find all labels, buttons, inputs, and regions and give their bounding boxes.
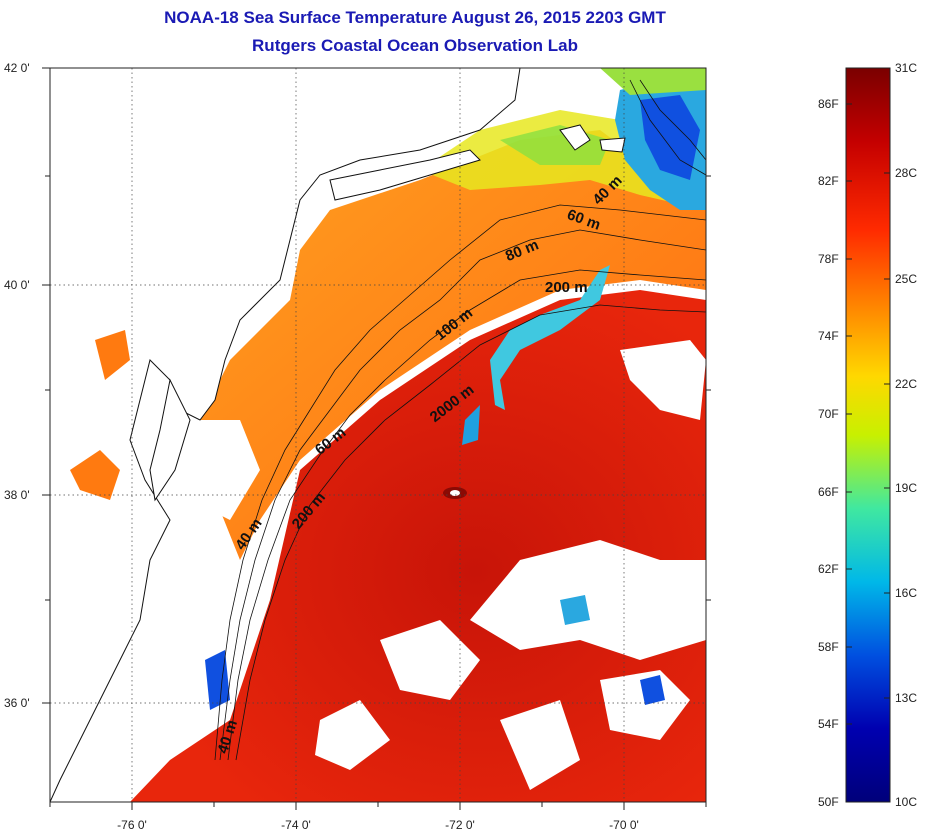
colorbar-label-f: 78F [818, 252, 839, 266]
colorbar-label-c: 22C [895, 377, 918, 391]
colorbar-label-c: 10C [895, 795, 918, 809]
x-tick-label: -70 0' [609, 818, 639, 832]
y-tick-label: 36 0' [4, 696, 30, 710]
colorbar-label-c: 13C [895, 691, 918, 705]
colorbar-label-c: 25C [895, 272, 918, 286]
y-tick-label: 42 0' [4, 61, 30, 75]
colorbar-label-c: 19C [895, 481, 918, 495]
sst-field [50, 68, 706, 802]
colorbar-ticks [846, 103, 890, 725]
colorbar-label-f: 54F [818, 717, 839, 731]
map-grid [50, 68, 706, 802]
colorbar-label-c: 16C [895, 586, 918, 600]
x-tick-label: -74 0' [281, 818, 311, 832]
colorbar-label-f: 50F [818, 795, 839, 809]
x-tick-label: -72 0' [445, 818, 475, 832]
colorbar-label-f: 66F [818, 485, 839, 499]
colorbar-label-f: 70F [818, 407, 839, 421]
map-subtitle: Rutgers Coastal Ocean Observation Lab [252, 36, 578, 55]
axis-ticks [42, 67, 711, 810]
x-tick-label: -76 0' [117, 818, 147, 832]
colorbar-label-f: 86F [818, 97, 839, 111]
colorbar [845, 67, 891, 803]
colorbar-label-c: 31C [895, 61, 918, 75]
colorbar-label-f: 62F [818, 562, 839, 576]
colorbar-label-f: 58F [818, 640, 839, 654]
map-title: NOAA-18 Sea Surface Temperature August 2… [164, 8, 666, 27]
colorbar-label-f: 82F [818, 174, 839, 188]
y-tick-label: 38 0' [4, 488, 30, 502]
colorbar-label-f: 74F [818, 329, 839, 343]
depth-label: 200 m [545, 279, 588, 296]
colorbar-label-c: 28C [895, 166, 918, 180]
y-tick-label: 40 0' [4, 278, 30, 292]
